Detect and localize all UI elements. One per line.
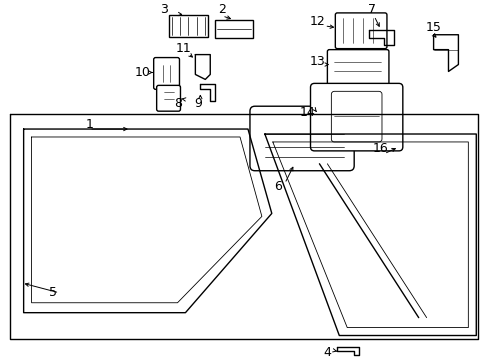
- Text: 10: 10: [135, 66, 150, 79]
- Text: 6: 6: [273, 180, 281, 193]
- Text: 8: 8: [174, 97, 182, 110]
- Text: 5: 5: [49, 286, 57, 299]
- Text: 9: 9: [194, 97, 202, 110]
- Bar: [168, 15, 208, 37]
- Text: 7: 7: [367, 4, 375, 17]
- Text: 14: 14: [299, 106, 315, 119]
- FancyBboxPatch shape: [335, 13, 386, 49]
- FancyBboxPatch shape: [331, 91, 381, 142]
- FancyBboxPatch shape: [156, 85, 180, 111]
- Text: 12: 12: [309, 15, 325, 28]
- Text: 11: 11: [175, 42, 191, 55]
- Text: 13: 13: [309, 55, 325, 68]
- Text: 1: 1: [85, 118, 93, 131]
- Text: 2: 2: [218, 4, 225, 17]
- FancyBboxPatch shape: [326, 50, 388, 88]
- Bar: [215, 20, 252, 38]
- Text: 3: 3: [160, 4, 167, 17]
- Text: 16: 16: [372, 143, 388, 156]
- Text: 4: 4: [323, 346, 331, 359]
- Text: 15: 15: [425, 21, 441, 34]
- FancyBboxPatch shape: [310, 84, 402, 151]
- FancyBboxPatch shape: [153, 58, 179, 89]
- FancyBboxPatch shape: [249, 106, 353, 171]
